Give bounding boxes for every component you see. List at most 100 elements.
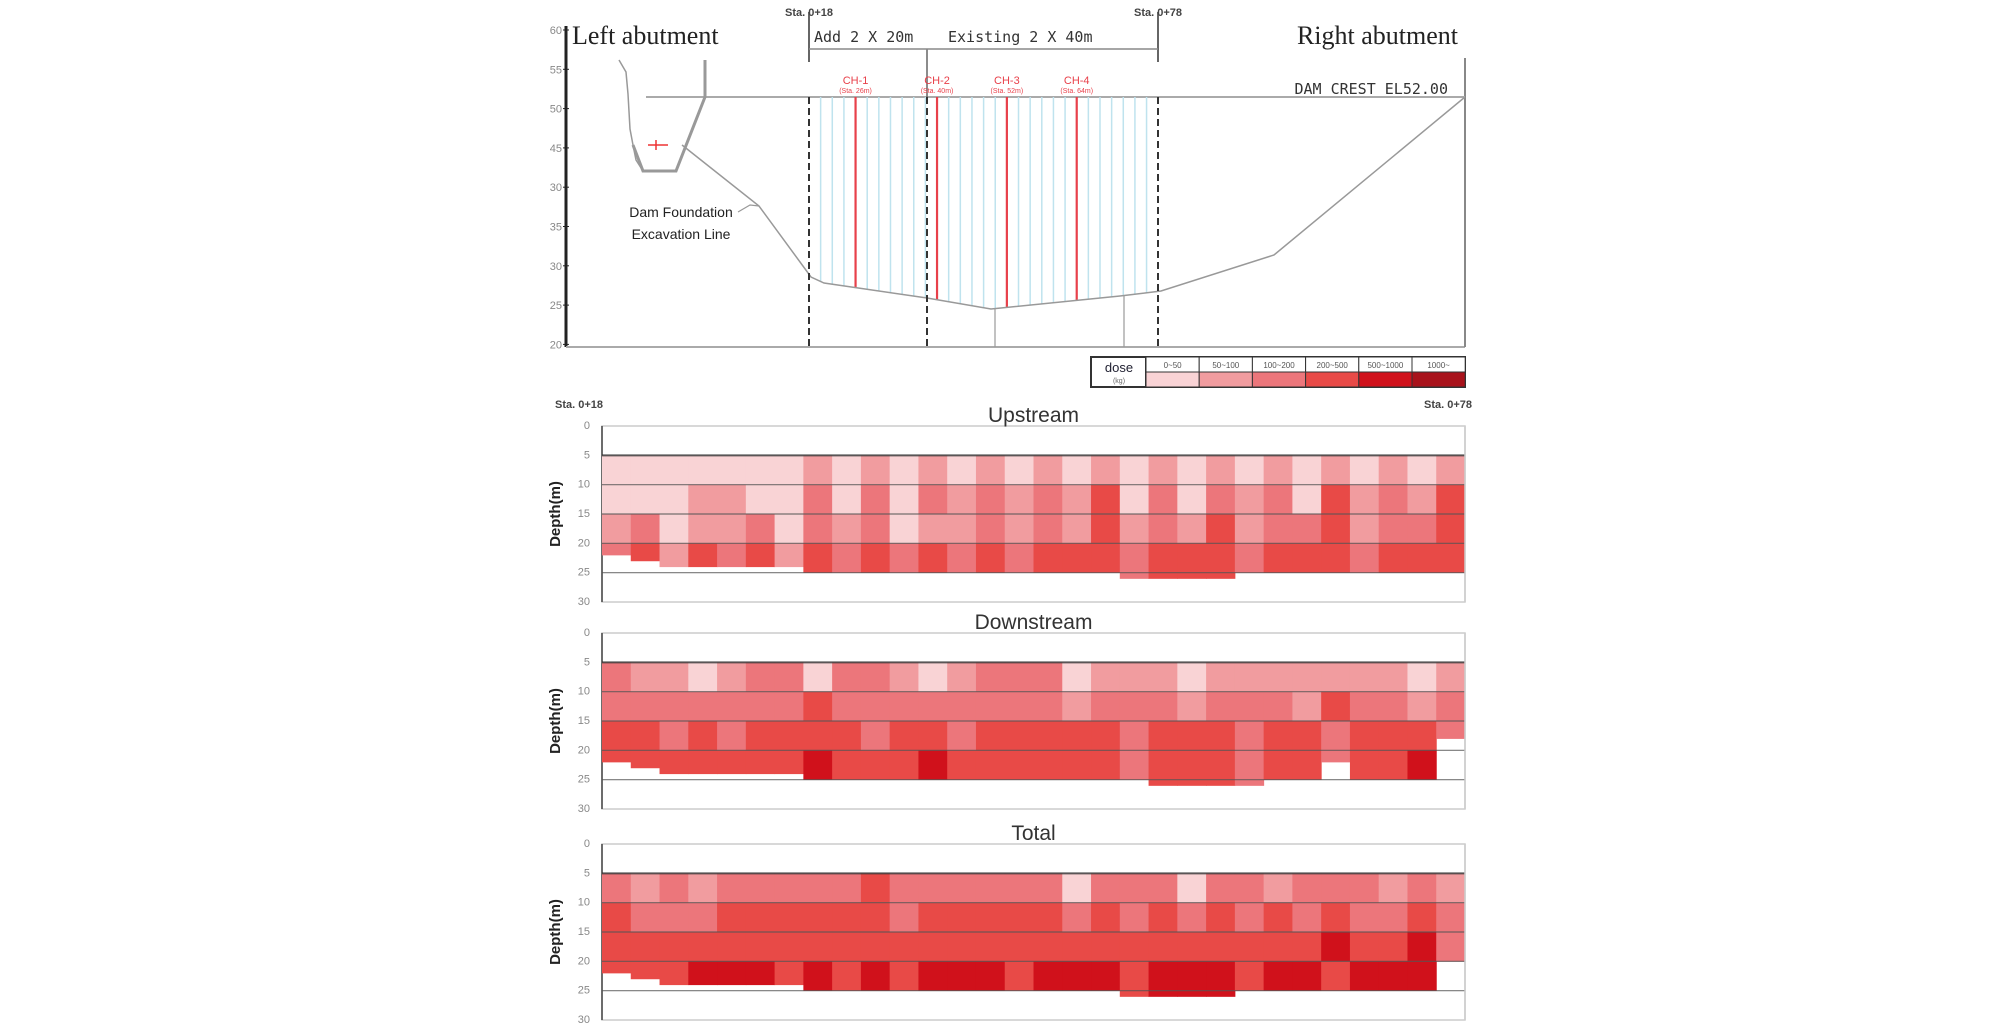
heatmap-cell [688,873,718,903]
heatmap-cell [1119,873,1150,903]
heatmap-cell [745,750,776,775]
heatmap-cell [1177,873,1207,903]
heatmap-cell [975,691,1006,722]
check-hole-name: CH-1 [843,75,869,87]
heatmap-cell [717,932,747,962]
legend-unit: (kg) [1113,378,1125,385]
heatmap-cell [717,662,747,692]
heatmap-cell [1062,932,1092,962]
heatmap-cell [1206,750,1236,786]
heatmap-cell [889,691,919,722]
elevation-tick-label: 30 [550,261,562,273]
legend-color-swatch [1251,371,1307,388]
heatmap-cell [832,543,862,573]
heatmap-cell [918,750,948,780]
heatmap-cell [860,662,891,692]
heatmap-cell [918,543,948,573]
heatmap-cell [688,721,718,751]
heatmap-cell [1004,932,1034,962]
heatmap-cell [1234,662,1265,692]
check-hole-station: (Sta. 26m) [839,88,872,95]
heatmap-cell [659,543,689,568]
heatmap-cell [1177,932,1207,962]
heatmap-cell [1263,961,1293,991]
heatmap-cell [602,543,632,556]
heatmap-cell [1292,514,1322,544]
heatmap-cell [659,662,689,692]
depth-tick-label: 15 [578,926,590,938]
heatmap-cell [659,750,689,775]
panel-title: Downstream [975,611,1093,634]
heatmap-cell [774,514,804,544]
heatmap-cell [1091,514,1121,544]
heatmap-cell [774,750,804,775]
heatmap-cell [717,873,747,903]
heatmap-cell [602,750,632,763]
heatmap-cell [1206,691,1236,722]
legend-color-swatch [1358,371,1413,388]
excavation-trench-left [618,59,644,172]
heatmap-cell [1119,961,1150,997]
heatmap-cell [1033,455,1063,485]
heatmap-cell [630,484,661,515]
heatmap-cell [630,514,661,544]
heatmap-cell [630,543,661,562]
heatmap-cell [1004,721,1034,751]
elevation-tick-label: 25 [550,300,562,312]
heatmap-cell [889,873,919,903]
heatmap-cell [1148,691,1178,722]
heatmap-cell [860,902,891,933]
heatmap-cell [832,484,862,515]
heatmap-cell [1436,721,1466,739]
heatmap-cell [1004,455,1034,485]
heatmap-cell [1004,873,1034,903]
heatmap-cell [774,902,804,933]
legend-title: dose [1105,360,1133,375]
foundation-label-line1: Dam Foundation [629,204,733,220]
heatmap-cell [1349,750,1380,780]
heatmap-cell [1177,484,1207,515]
heatmap-cell [659,455,689,485]
heatmap-cell [947,961,977,991]
depth-tick-label: 10 [578,686,590,698]
heatmap-cell [1033,750,1063,780]
heatmap-cell [1091,932,1121,962]
heatmap-cell [659,514,689,544]
heatmap-cell [630,455,661,485]
heatmap-cell [602,484,632,515]
heatmap-cell [832,932,862,962]
legend-class-label: 100~200 [1263,361,1295,370]
heatmap-cell [717,691,747,722]
heatmap-cell [1177,543,1207,579]
depth-tick-label: 10 [578,897,590,909]
heatmap-cell [1033,691,1063,722]
heatmap-cell [860,455,891,485]
heatmap-panels: Upstream Sta. 0+18 Sta. 0+78 0 5 10 15 20 25 30 De… [547,399,1472,1026]
heatmap-cell [717,455,747,485]
heatmap-cell [1378,543,1408,573]
heatmap-cell [1349,721,1380,751]
heatmap-cell [1004,750,1034,780]
heatmap-cell [1177,721,1207,751]
depth-tick-label: 25 [578,567,590,579]
heatmap-cell [1091,873,1121,903]
heatmap-cell [889,721,919,751]
heatmap-cell [1177,455,1207,485]
heatmap-cell [659,721,689,751]
heatmap-cell [1119,514,1150,544]
heatmap-cell [975,902,1006,933]
heatmap-cell [975,514,1006,544]
heatmap-cell [774,484,804,515]
heatmap-cell [889,543,919,573]
heatmap-cell [659,902,689,933]
heatmap-cell [1407,932,1437,962]
heatmap-cell [688,484,718,515]
dam-crest-label: DAM CREST EL52.00 [1294,80,1448,98]
heatmap-cell [1349,902,1380,933]
heatmap-cell [745,932,776,962]
heatmap-cell [947,873,977,903]
heatmap-cell [717,721,747,751]
heatmap-cell [602,932,632,962]
heatmap-cell [1349,662,1380,692]
